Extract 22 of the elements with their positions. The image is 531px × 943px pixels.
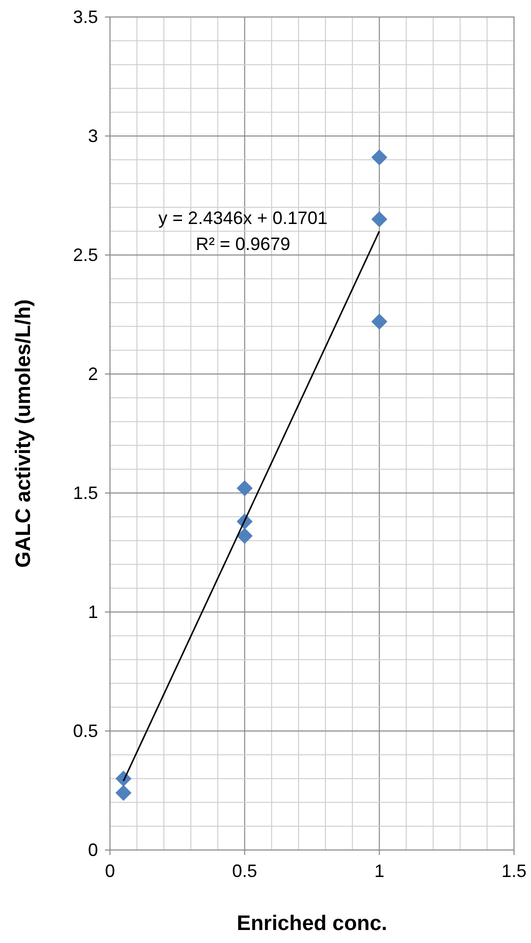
annotation: R² = 0.9679: [196, 234, 290, 254]
y-tick-label: 0: [88, 840, 98, 860]
point: [236, 528, 253, 544]
x-tick-label: 0.5: [232, 861, 258, 881]
point: [236, 480, 253, 496]
annotation: y = 2.4346x + 0.1701: [158, 208, 328, 228]
x-tick-label: 1.5: [501, 861, 527, 881]
y-tick-label: 0.5: [72, 721, 98, 741]
y-tick-label: 2: [88, 364, 98, 384]
y-tick-label: 2.5: [72, 245, 98, 265]
x-tick-label: 0: [104, 861, 116, 881]
point: [115, 784, 132, 801]
x-tick-label: 1: [374, 861, 384, 881]
y-tick-label: 3.5: [72, 7, 98, 27]
y-tick-label: 1: [88, 602, 98, 622]
point: [371, 314, 388, 330]
x-axis-title: Enriched conc.: [236, 912, 388, 935]
point: [371, 211, 388, 228]
y-axis-title: GALC activity (umoles/L/h): [12, 299, 35, 568]
y-tick-label: 1.5: [72, 483, 98, 503]
y-tick-label: 3: [88, 126, 98, 146]
point: [371, 149, 388, 166]
